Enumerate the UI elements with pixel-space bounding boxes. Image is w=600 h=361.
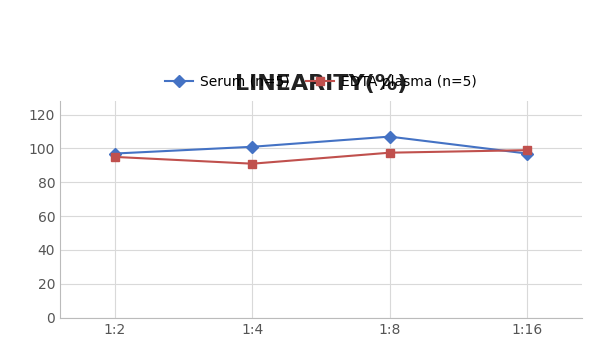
- Legend: Serum (n=5), EDTA plasma (n=5): Serum (n=5), EDTA plasma (n=5): [160, 69, 482, 94]
- Title: LINEARITY(%): LINEARITY(%): [235, 74, 407, 94]
